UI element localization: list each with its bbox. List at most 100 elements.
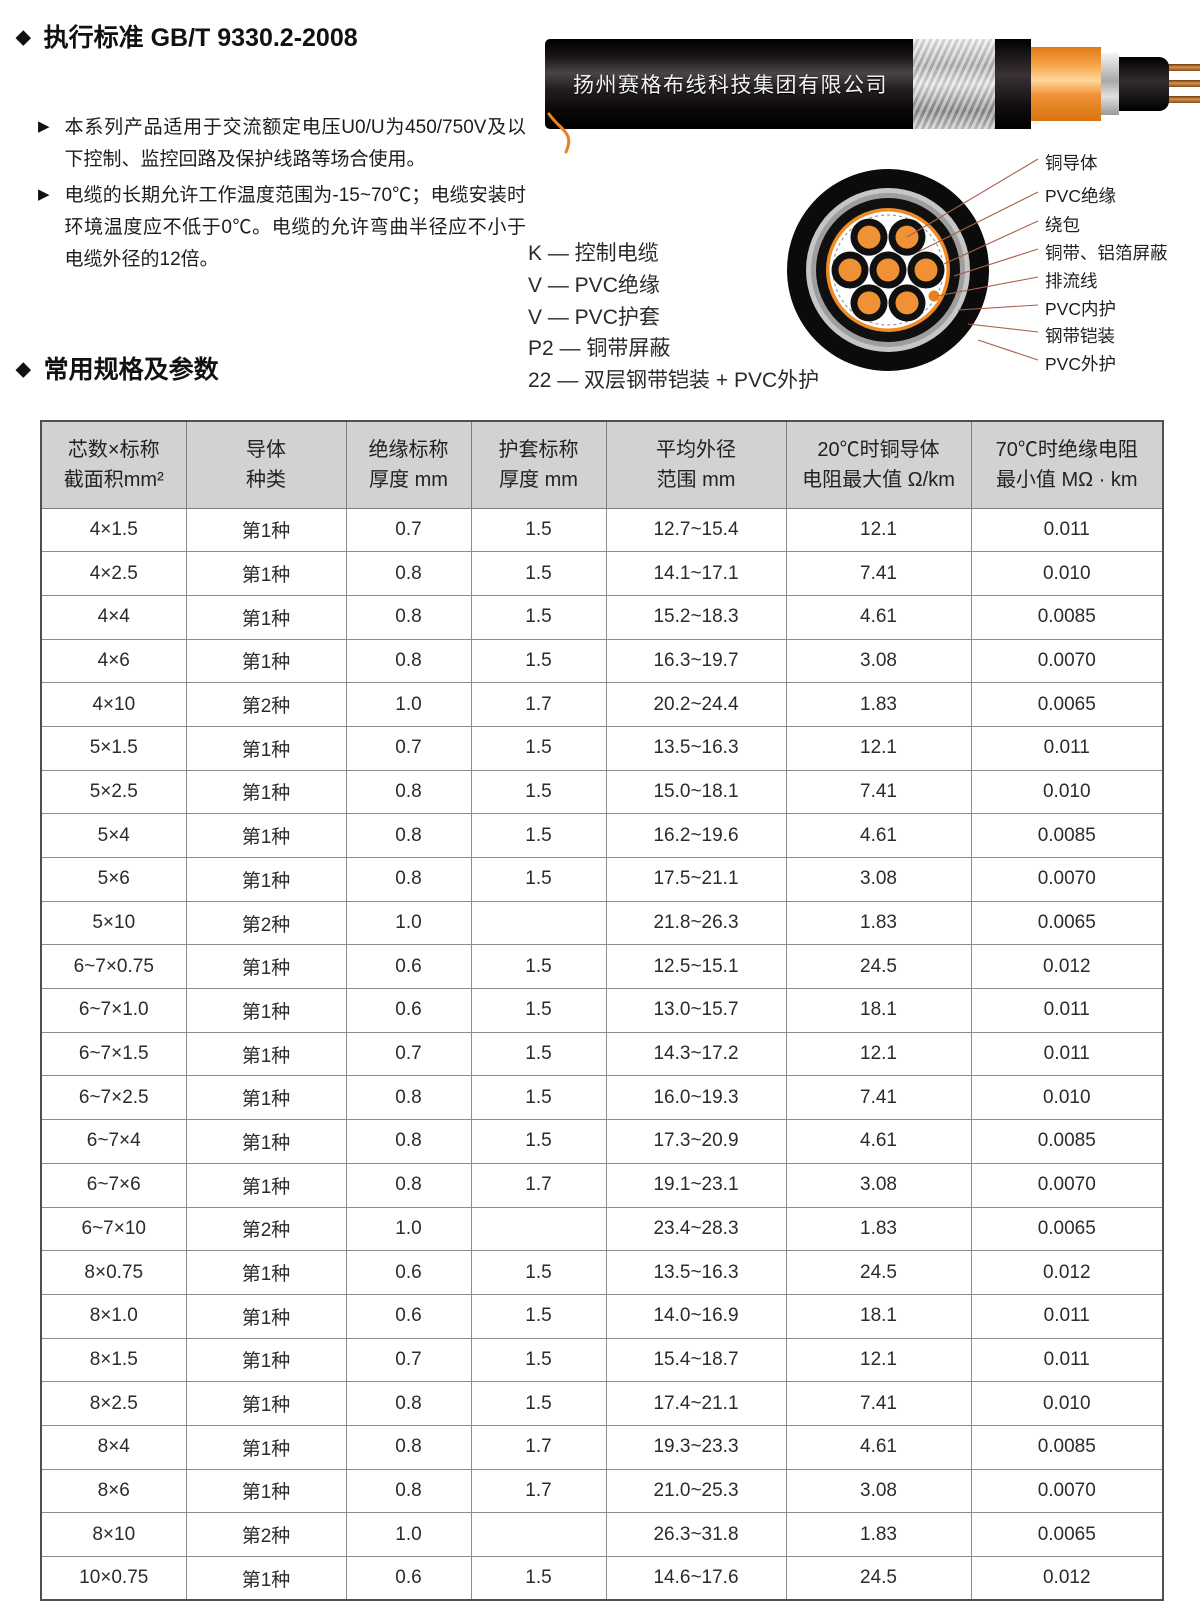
- table-cell: 第1种: [185, 1162, 347, 1208]
- table-cell: 0.8: [345, 1424, 472, 1470]
- table-cell: 16.0~19.3: [605, 1075, 787, 1121]
- column-header: 70℃时绝缘电阻 最小值 MΩ · km: [970, 420, 1164, 509]
- table-row: 8×6 第1种 0.8 1.7 21.0~25.3 3.08 0.0070: [40, 1468, 1164, 1514]
- table-cell: 0.0070: [970, 638, 1164, 684]
- specs-table: 芯数×标称 截面积mm² 导体 种类 绝缘标称 厚度 mm 护套标称 厚度 mm 平均外径 范围 …: [40, 420, 1164, 1602]
- table-cell: 第1种: [185, 1250, 347, 1295]
- table-cell: 8×0.75: [40, 1250, 187, 1295]
- table-row: 5×4 第1种 0.8 1.5 16.2~19.6 4.61 0.0085: [40, 813, 1164, 858]
- table-cell: 第2种: [185, 682, 347, 727]
- table-cell: 7.41: [785, 551, 972, 596]
- table-cell: 1.5: [470, 1556, 607, 1601]
- table-cell: 第1种: [185, 1075, 347, 1121]
- table-cell: 0.011: [970, 1293, 1164, 1339]
- cable-shield-band: [1101, 53, 1119, 115]
- table-cell: 6~7×2.5: [40, 1075, 187, 1121]
- cable-inner-sheath-layer: [995, 39, 1031, 129]
- table-cell: 1.5: [470, 638, 607, 684]
- table-cell: 0.0065: [970, 900, 1164, 946]
- table-cell: 1.5: [470, 857, 607, 902]
- table-cell: 0.6: [345, 1293, 472, 1339]
- table-cell: 0.8: [345, 1119, 472, 1164]
- table-row: 5×10 第2种 1.0 21.8~26.3 1.83 0.0065: [40, 900, 1164, 946]
- table-cell: 26.3~31.8: [605, 1512, 787, 1557]
- table-cell: 1.7: [470, 1468, 607, 1514]
- table-cell: 0.010: [970, 551, 1164, 596]
- column-header: 芯数×标称 截面积mm²: [40, 420, 187, 509]
- table-cell: 8×10: [40, 1512, 187, 1557]
- table-cell: 8×6: [40, 1468, 187, 1514]
- cable-orange-wrap-layer: [1031, 47, 1101, 121]
- table-cell: 3.08: [785, 1468, 972, 1514]
- copper-wire: [1145, 80, 1200, 87]
- table-cell: 6~7×0.75: [40, 944, 187, 990]
- diagram-label: 绕包: [1045, 215, 1080, 235]
- table-cell: 0.8: [345, 1468, 472, 1514]
- table-cell: 7.41: [785, 769, 972, 815]
- table-cell: 0.8: [345, 813, 472, 858]
- table-cell: 8×1.0: [40, 1293, 187, 1339]
- table-row: 5×6 第1种 0.8 1.5 17.5~21.1 3.08 0.0070: [40, 857, 1164, 902]
- table-cell: 0.011: [970, 1031, 1164, 1077]
- table-cell: 第1种: [185, 1468, 347, 1514]
- table-cell: 第1种: [185, 725, 347, 771]
- table-cell: 第1种: [185, 1119, 347, 1164]
- table-row: 5×2.5 第1种 0.8 1.5 15.0~18.1 7.41 0.010: [40, 769, 1164, 815]
- table-cell: 0.6: [345, 988, 472, 1033]
- table-cell: 0.7: [345, 1031, 472, 1077]
- table-row: 6~7×1.5 第1种 0.7 1.5 14.3~17.2 12.1 0.011: [40, 1031, 1164, 1077]
- inner-sheath-ring: [816, 198, 960, 342]
- header-row: 芯数×标称 截面积mm² 导体 种类 绝缘标称 厚度 mm 护套标称 厚度 mm 平均外径 范围 …: [40, 420, 1164, 509]
- table-cell: 12.5~15.1: [605, 944, 787, 990]
- table-cell: 0.7: [345, 725, 472, 771]
- column-header: 导体 种类: [185, 420, 347, 509]
- table-cell: 1.5: [470, 1075, 607, 1121]
- table-cell: 14.1~17.1: [605, 551, 787, 596]
- specs-table-head: 芯数×标称 截面积mm² 导体 种类 绝缘标称 厚度 mm 护套标称 厚度 mm 平均外径 范围 …: [40, 420, 1164, 509]
- diagram-leader-lines: [906, 158, 1039, 361]
- table-cell: 4×10: [40, 682, 187, 727]
- table-cell: 14.0~16.9: [605, 1293, 787, 1339]
- table-row: 6~7×1.0 第1种 0.6 1.5 13.0~15.7 18.1 0.011: [40, 988, 1164, 1033]
- table-cell: 第1种: [185, 1337, 347, 1383]
- table-cell: 4×2.5: [40, 551, 187, 596]
- table-cell: 6~7×1.5: [40, 1031, 187, 1077]
- steel-armor-ring: [806, 188, 970, 352]
- table-cell: 0.0065: [970, 1512, 1164, 1557]
- cable-core-bundle: [1119, 57, 1200, 111]
- triangle-bullet-icon: ▶: [38, 185, 50, 203]
- table-cell: 0.6: [345, 1250, 472, 1295]
- table-cell: 第1种: [185, 944, 347, 990]
- conductor-cores: [831, 218, 945, 322]
- diagram-label: PVC外护: [1045, 354, 1116, 374]
- shield-ring: [826, 208, 950, 332]
- table-cell: 0.0085: [970, 594, 1164, 640]
- table-cell: 6~7×6: [40, 1162, 187, 1208]
- diagram-leader-line: [953, 248, 1039, 277]
- table-cell: 第1种: [185, 507, 347, 553]
- table-cell: 21.8~26.3: [605, 900, 787, 946]
- table-cell: 4.61: [785, 813, 972, 858]
- table-cell: 1.0: [345, 1512, 472, 1557]
- table-cell: 0.8: [345, 1075, 472, 1121]
- table-cell: 1.5: [470, 944, 607, 990]
- diagram-leader-line: [906, 158, 1039, 238]
- table-cell: [470, 1512, 607, 1557]
- table-cell: 0.8: [345, 857, 472, 902]
- table-cell: 8×4: [40, 1424, 187, 1470]
- column-header: 护套标称 厚度 mm: [470, 420, 607, 509]
- table-cell: 7.41: [785, 1075, 972, 1121]
- column-header: 绝缘标称 厚度 mm: [345, 420, 472, 509]
- table-row: 4×10 第2种 1.0 1.7 20.2~24.4 1.83 0.0065: [40, 682, 1164, 727]
- table-cell: 0.7: [345, 507, 472, 553]
- table-row: 5×1.5 第1种 0.7 1.5 13.5~16.3 12.1 0.011: [40, 725, 1164, 771]
- table-row: 8×1.5 第1种 0.7 1.5 15.4~18.7 12.1 0.011: [40, 1337, 1164, 1383]
- specs-table-body: 4×1.5 第1种 0.7 1.5 12.7~15.4 12.1 0.011 4×2.5 第1种…: [40, 507, 1164, 1601]
- table-cell: 23.4~28.3: [605, 1206, 787, 1252]
- table-cell: 3.08: [785, 1162, 972, 1208]
- table-cell: 17.3~20.9: [605, 1119, 787, 1164]
- cable-photo: 扬州赛格布线科技集团有限公司: [545, 38, 1200, 130]
- diagram-label: PVC内护: [1045, 299, 1116, 319]
- table-row: 6~7×6 第1种 0.8 1.7 19.1~23.1 3.08 0.0070: [40, 1162, 1164, 1208]
- table-row: 4×1.5 第1种 0.7 1.5 12.7~15.4 12.1 0.011: [40, 507, 1164, 553]
